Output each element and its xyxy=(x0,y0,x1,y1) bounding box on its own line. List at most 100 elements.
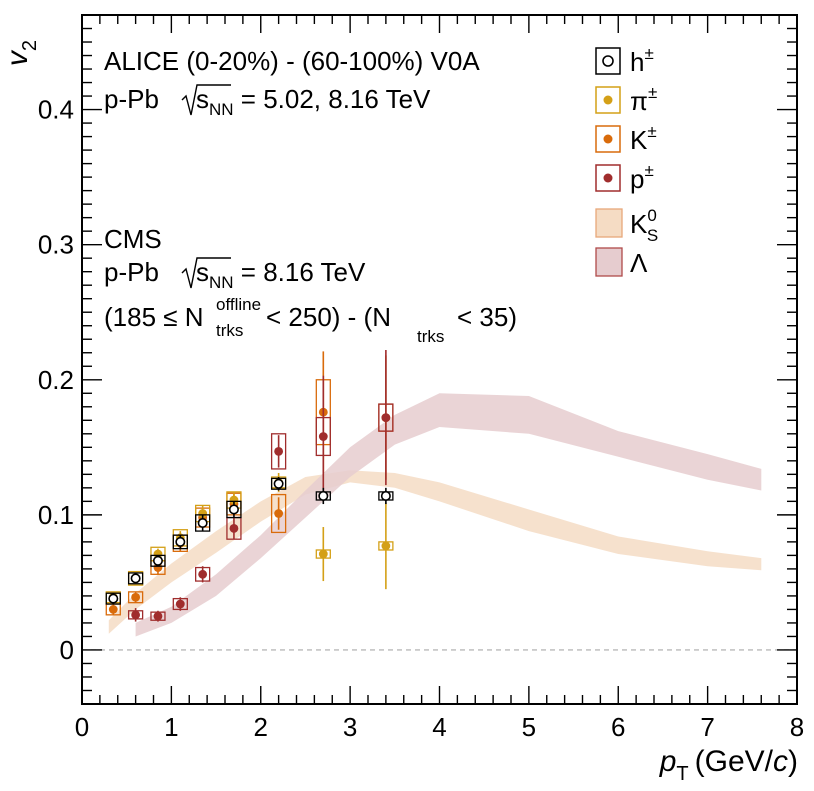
svg-text:trks: trks xyxy=(216,321,243,340)
marker xyxy=(381,413,391,422)
sys-box xyxy=(270,433,287,470)
marker xyxy=(228,504,239,515)
marker xyxy=(175,536,186,547)
x-tick-label: 2 xyxy=(254,712,268,742)
point-hpm-0 xyxy=(105,592,121,605)
sys-box xyxy=(270,477,287,490)
marker xyxy=(274,509,284,518)
point-kaon-0 xyxy=(105,603,121,616)
legend-swatch xyxy=(595,125,621,153)
svg-text:p-Pb: p-Pb xyxy=(104,257,159,287)
legend-marker xyxy=(603,173,613,183)
point-proton-5 xyxy=(270,433,287,470)
legend-label: K± xyxy=(630,122,657,155)
axis-ticks: 0 1 2 3 4 5 6 7 8 0 0.1 0.2 0.3 0.4 xyxy=(38,14,804,742)
point-proton-0 xyxy=(127,608,144,622)
legend-item-hpm: h± xyxy=(595,44,654,77)
x-tick-label: 0 xyxy=(75,712,89,742)
marker xyxy=(318,490,329,501)
legend-marker xyxy=(602,55,614,67)
legend: h± π± K± p± K0 S Λ xyxy=(595,44,658,278)
cms-energy-label: p-Pb sNN = 8.16 TeV xyxy=(104,257,366,292)
marker xyxy=(153,563,163,572)
point-proton-3 xyxy=(195,566,211,583)
marker xyxy=(131,592,141,602)
marker xyxy=(108,605,118,614)
x-tick-label: 8 xyxy=(790,712,804,742)
marker xyxy=(273,478,284,489)
svg-text:< 250) - (N: < 250) - (N xyxy=(266,302,391,332)
legend-label: Λ xyxy=(630,248,648,278)
point-hpm-8 xyxy=(378,487,394,505)
legend-swatch xyxy=(595,247,623,277)
marker xyxy=(175,599,185,609)
point-hpm-7 xyxy=(315,487,331,505)
point-proton-6 xyxy=(315,375,331,498)
legend-swatch xyxy=(595,47,621,75)
legend-item-kaon: K± xyxy=(595,122,657,155)
point-hpm-5 xyxy=(226,500,242,519)
y-tick-label: 0.4 xyxy=(38,95,74,125)
point-proton-1 xyxy=(150,610,166,622)
point-proton-2 xyxy=(172,597,188,611)
point-kaon-1 xyxy=(127,591,144,604)
marker xyxy=(153,611,163,621)
legend-item-k0s_band: K0 S xyxy=(595,206,658,245)
alice-label: ALICE (0-20%) - (60-100%) V0A xyxy=(104,46,480,76)
point-pion-7 xyxy=(315,527,331,582)
cms-label: CMS xyxy=(104,224,162,254)
x-tick-label: 5 xyxy=(522,712,536,742)
band-k0s_band xyxy=(108,470,762,634)
y-tick-label: 0.1 xyxy=(38,500,74,530)
cms-multiplicity-label: (185 ≤ N offline trks < 250) - (N trks <… xyxy=(104,295,517,346)
legend-label: K0 S xyxy=(630,206,658,245)
legend-swatch xyxy=(595,208,623,238)
y-tick-label: 0.3 xyxy=(38,230,74,260)
x-axis-label: pT (GeV/c) xyxy=(659,745,798,785)
marker xyxy=(152,555,163,566)
x-tick-label: 1 xyxy=(164,712,178,742)
y-tick-label: 0.2 xyxy=(38,365,74,395)
x-tick-label: 7 xyxy=(700,712,714,742)
marker xyxy=(229,523,239,533)
sys-box xyxy=(315,416,331,457)
x-tick-label: 6 xyxy=(611,712,625,742)
marker xyxy=(318,549,328,559)
alice-energy-label: p-Pb sNN = 5.02, 8.16 TeV xyxy=(104,84,431,119)
sys-box xyxy=(378,403,394,432)
sys-box xyxy=(127,572,144,585)
legend-label: h± xyxy=(630,44,654,77)
marker xyxy=(318,432,328,441)
x-tick-label: 4 xyxy=(432,712,446,742)
point-hpm-2 xyxy=(150,554,166,567)
sys-box xyxy=(150,554,166,567)
marker xyxy=(198,569,208,579)
marker xyxy=(197,517,208,528)
svg-text:trks: trks xyxy=(417,327,444,346)
legend-marker xyxy=(603,134,613,144)
point-pion-8 xyxy=(378,502,394,590)
svg-text:< 35): < 35) xyxy=(457,302,517,332)
legend-swatch xyxy=(595,86,621,114)
point-proton-4 xyxy=(226,516,242,540)
sys-box xyxy=(195,514,211,532)
sys-box xyxy=(172,597,188,611)
legend-label: p± xyxy=(630,161,654,194)
legend-marker xyxy=(603,95,613,105)
sys-box xyxy=(195,566,211,582)
point-kaon-6 xyxy=(270,493,287,534)
legend-swatch xyxy=(595,164,621,192)
point-hpm-3 xyxy=(172,534,188,550)
sys-box xyxy=(105,592,121,605)
sys-box xyxy=(226,500,242,519)
x-tick-label: 3 xyxy=(343,712,357,742)
sys-box xyxy=(127,591,144,604)
marker xyxy=(381,541,391,551)
point-hpm-4 xyxy=(195,514,211,532)
marker xyxy=(198,509,208,518)
point-hpm-1 xyxy=(127,572,144,585)
svg-text:(185 ≤ N: (185 ≤ N xyxy=(104,302,204,332)
svg-text:offline: offline xyxy=(216,295,261,314)
sys-box xyxy=(270,493,287,534)
